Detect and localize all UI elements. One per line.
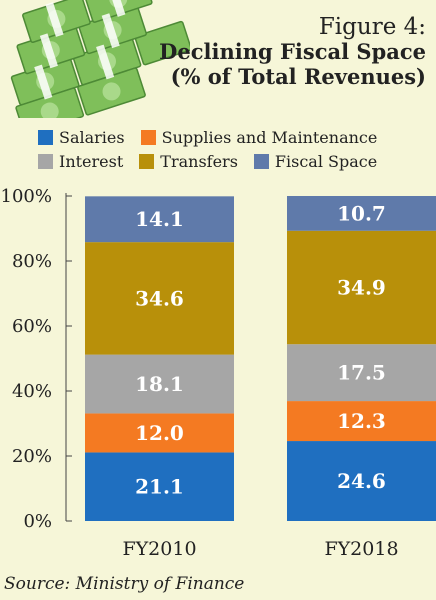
legend-swatch-supplies-and-maintenance [140,129,156,145]
legend-label-transfers: Transfers [160,151,238,171]
legend-row-1: Salaries Supplies and Maintenance [38,125,428,149]
bar-segment [287,441,436,521]
data-label: 10.7 [337,201,386,225]
y-tick-label: 80% [12,251,52,272]
figure-title-line-2: (% of Total Revenues) [170,63,426,89]
legend-label-interest: Interest [59,151,124,171]
y-tick-label: 60% [12,316,52,337]
legend-swatch-transfers [139,153,155,169]
legend-swatch-interest [38,153,53,169]
data-label: 21.1 [135,475,184,499]
stacked-bar-chart: 0% 20% 40% 60% 80% 100% 21.1 12.0 18.1 34.6 14.1 FY… [1,186,436,560]
bar-segment [287,401,436,442]
figure-title-line-1: Declining Fiscal Space [159,39,426,65]
data-label: 24.6 [337,469,386,493]
y-tick-label: 0% [23,511,52,532]
bar-segment [287,196,436,231]
y-tick-label: 40% [12,381,52,402]
data-label: 34.6 [135,286,184,310]
y-tick-label: 20% [12,446,52,467]
y-tick-label: 100% [1,186,52,207]
data-label: 12.3 [337,409,386,433]
bar-segment [85,413,234,453]
chart-legend: Salaries Supplies and Maintenance Intere… [38,125,428,173]
legend-row-2: Interest Transfers Fiscal Space [38,149,428,173]
data-label: 17.5 [337,361,386,385]
bar-segment [85,354,234,414]
legend-item-salaries: Salaries [38,128,125,147]
source-note: Source: Ministry of Finance [4,574,245,594]
figure-number: Figure 4: [318,14,426,40]
legend-item-fiscal-space: Fiscal Space [253,151,378,171]
legend-label-salaries: Salaries [59,127,125,147]
x-category-label: FY2010 [122,538,196,560]
legend-item-supplies-and-maintenance: Supplies and Maintenance [140,127,378,147]
data-label: 14.1 [135,207,184,231]
legend-item-transfers: Transfers [139,152,238,171]
bar-segment [85,452,234,521]
legend-swatch-fiscal-space [253,153,269,169]
bar-segment [287,230,436,345]
legend-item-interest: Interest [38,152,123,171]
money-stack-icon [10,0,190,118]
data-label: 34.9 [337,275,386,299]
bar-segment [287,344,436,402]
figure-header: Figure 4: Declining Fiscal Space (% of T… [159,14,426,89]
x-category-label: FY2018 [324,538,398,560]
bar-segment [85,196,234,243]
legend-swatch-salaries [38,129,53,145]
legend-label-fiscal-space: Fiscal Space [274,151,378,171]
data-label: 18.1 [135,372,184,396]
legend-label-supplies-and-maintenance: Supplies and Maintenance [161,127,378,147]
bar-segment [85,242,234,355]
data-label: 12.0 [135,421,184,445]
